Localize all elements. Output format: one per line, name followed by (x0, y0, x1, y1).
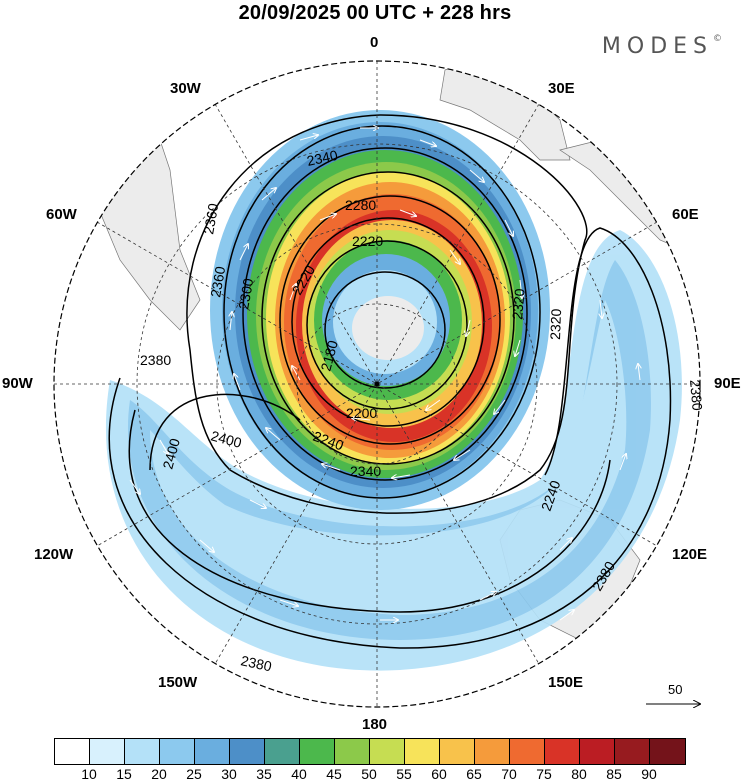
contour-label: 2380 (687, 379, 706, 412)
contour-label: 2400 (159, 436, 183, 470)
lon-label-90w: 90W (2, 375, 33, 392)
lon-label-120w: 120W (34, 546, 74, 563)
lon-label-120e: 120E (672, 546, 708, 563)
brand-mark: © (713, 34, 722, 44)
colorbar-tick-label: 45 (326, 766, 342, 782)
lon-label-180: 180 (362, 716, 388, 733)
colorbar-cell (160, 739, 195, 764)
map-boundary (53, 60, 701, 708)
lon-label-60e: 60E (672, 206, 699, 223)
colorbar-tick-label: 30 (221, 766, 237, 782)
contour-label: 2400 (209, 427, 243, 451)
lon-label-90e: 90E (714, 375, 741, 392)
colorbar-tick-label: 70 (501, 766, 517, 782)
contour-label: 2220 (352, 233, 383, 249)
wind-vectors (129, 128, 640, 620)
colorbar-tick-label: 85 (606, 766, 622, 782)
colorbar-tick-label: 90 (641, 766, 657, 782)
contour-label: 2380 (239, 652, 273, 674)
colorbar-cell (370, 739, 405, 764)
contour-label: 2300 (235, 277, 256, 311)
lon-label-30w: 30W (170, 80, 201, 97)
colorbar-cell (440, 739, 475, 764)
colorbar-tick-label: 80 (571, 766, 587, 782)
colorbar-cell (335, 739, 370, 764)
colorbar-tick-label: 50 (361, 766, 377, 782)
colorbar-cell (580, 739, 615, 764)
colorbar-cell (90, 739, 125, 764)
colorbar-cell (265, 739, 300, 764)
lon-label-150w: 150W (158, 674, 198, 691)
colorbar-tick-label: 60 (431, 766, 447, 782)
height-contours (108, 114, 672, 649)
colorbar-cell (300, 739, 335, 764)
colorbar-cell (650, 739, 685, 764)
contour-label: 2340 (350, 463, 381, 479)
lon-label-30e: 30E (548, 80, 575, 97)
reference-vector-label: 50 (668, 682, 683, 697)
pole-marker (374, 381, 380, 387)
colorbar-cell (125, 739, 160, 764)
contour-label: 2320 (509, 288, 528, 321)
lon-label-0: 0 (370, 34, 379, 51)
colorbar-tick-label: 55 (396, 766, 412, 782)
brand-name: MODES (601, 34, 713, 59)
graticule (54, 61, 700, 707)
colorbar-cell (510, 739, 545, 764)
reference-arrow-icon (646, 682, 710, 712)
colorbar-cell (405, 739, 440, 764)
colorbar-cell (55, 739, 90, 764)
colorbar-tick-label: 20 (151, 766, 167, 782)
colorbar-cell (545, 739, 580, 764)
colorbar-cell (475, 739, 510, 764)
wind-shading-outer (105, 230, 682, 671)
colorbar-cell (615, 739, 650, 764)
colorbar-tick-label: 35 (256, 766, 272, 782)
contour-label: 2340 (305, 147, 339, 169)
reference-vector: 50 (640, 682, 710, 712)
colorbar-tick-label: 25 (186, 766, 202, 782)
contour-label: 2280 (345, 197, 376, 213)
colorbar-tick-label: 10 (81, 766, 97, 782)
colorbar-cell (195, 739, 230, 764)
colorbar-tick-label: 75 (536, 766, 552, 782)
colorbar (54, 738, 686, 765)
chart-title: 20/09/2025 00 UTC + 228 hrs (238, 2, 512, 24)
lon-label-60w: 60W (46, 206, 77, 223)
brand-logo: MODES© (602, 34, 722, 59)
contour-label: 2380 (140, 352, 171, 368)
colorbar-cell (230, 739, 265, 764)
wind-shading-vortex (210, 110, 550, 510)
colorbar-tick-label: 15 (116, 766, 132, 782)
contour-label: 2180 (317, 338, 341, 372)
contour-label: 2360 (207, 265, 228, 299)
contour-label: 2320 (547, 308, 564, 340)
lon-label-150e: 150E (548, 674, 584, 691)
contour-label: 2200 (346, 405, 377, 421)
colorbar-tick-label: 40 (291, 766, 307, 782)
contour-label: 2360 (200, 202, 221, 236)
colorbar-tick-label: 65 (466, 766, 482, 782)
